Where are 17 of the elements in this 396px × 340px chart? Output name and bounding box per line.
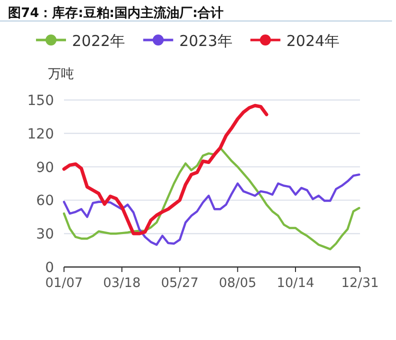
legend-label: 2022年 <box>72 32 126 50</box>
y-axis-title: 万吨 <box>48 67 74 82</box>
legend-label: 2024年 <box>286 32 340 50</box>
y-tick-label: 30 <box>36 226 54 243</box>
y-tick-label: 120 <box>27 126 54 142</box>
y-tick-label: 90 <box>36 160 54 176</box>
x-tick-label: 08/05 <box>218 276 256 291</box>
y-tick-label: 150 <box>27 93 54 109</box>
x-tick-label: 01/07 <box>45 276 83 291</box>
y-tick-label: 0 <box>45 260 54 276</box>
x-tick-label: 05/27 <box>161 276 198 291</box>
x-tick-label: 10/14 <box>276 276 314 291</box>
x-tick-label: 12/31 <box>341 276 379 291</box>
y-tick-label: 60 <box>36 193 54 210</box>
legend-label: 2023年 <box>179 32 232 50</box>
chart-title: 图74：库存:豆粕:国内主流油厂:合计 <box>8 5 224 21</box>
x-tick-label: 03/18 <box>103 276 141 291</box>
